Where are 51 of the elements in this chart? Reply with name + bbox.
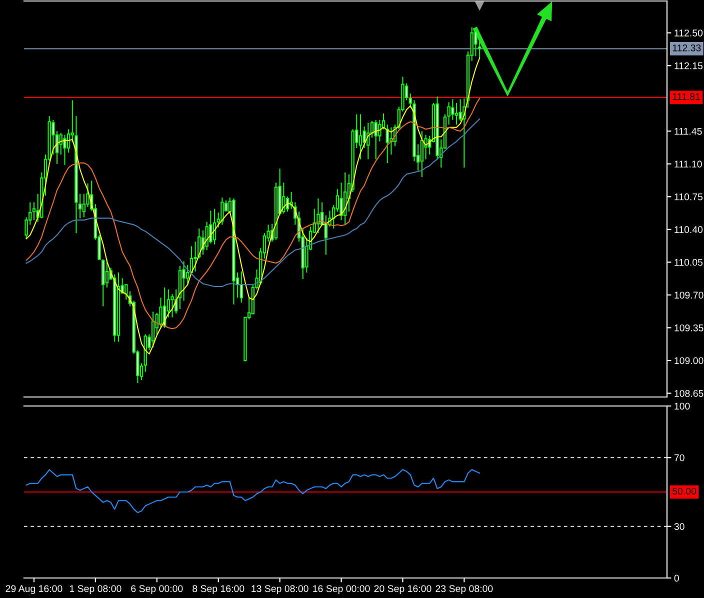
x-tick-label: 29 Aug 16:00: [6, 585, 62, 594]
line-series: [26, 98, 480, 330]
candlestick: [474, 30, 478, 57]
candlestick: [212, 208, 216, 245]
y-tick-label: 111.10: [674, 160, 702, 168]
candlestick: [316, 198, 320, 234]
line-series: [26, 118, 480, 288]
candlestick: [170, 294, 174, 318]
candlestick: [344, 172, 347, 226]
y-tick-label: 110.05: [674, 258, 703, 266]
candlestick: [366, 122, 370, 160]
candlestick: [144, 334, 147, 372]
candlestick: [420, 130, 424, 178]
x-tick-label: 20 Sep 16:00: [374, 585, 432, 594]
x-tick-label: 8 Sep 16:00: [192, 585, 244, 594]
candlestick: [451, 98, 454, 120]
y-tick-label: 110.75: [674, 193, 703, 200]
y-tick-label: 112.50: [674, 30, 703, 36]
line-series: [26, 58, 480, 354]
y-tick-label: 112.15: [674, 62, 703, 70]
ref-line-label: 111.81: [672, 93, 700, 100]
y-tick-label: 109.35: [674, 324, 704, 332]
candlestick: [374, 119, 378, 160]
x-tick-label: 23 Sep 08:00: [436, 585, 493, 594]
y-tick-label: 108.65: [674, 390, 704, 397]
y-tick-label: 30: [674, 523, 684, 530]
y-tick-label: 110.40: [674, 226, 703, 234]
x-tick-label: 13 Sep 08:00: [252, 585, 308, 594]
candlestick: [232, 198, 236, 305]
y-tick-label: 100: [674, 402, 690, 410]
y-tick-label: 109.00: [674, 357, 704, 364]
x-tick-label: 1 Sep 08:00: [70, 585, 122, 594]
x-tick-label: 16 Sep 00:00: [313, 585, 370, 594]
ref-line-label: 112.33: [672, 44, 701, 52]
candlestick: [240, 271, 243, 303]
y-tick-label: 70: [674, 454, 684, 462]
line-series: [26, 469, 480, 514]
candlestick: [462, 98, 466, 168]
candlestick: [358, 114, 362, 160]
candlestick: [151, 311, 155, 348]
y-tick-label: 0: [674, 574, 679, 582]
candlestick: [454, 102, 458, 126]
x-tick-label: 6 Sep 00:00: [131, 585, 183, 594]
candlestick: [386, 124, 389, 164]
y-tick-label: 111.45: [674, 128, 702, 135]
y-tick-label: 109.70: [674, 292, 704, 299]
candlestick: [116, 272, 120, 342]
ref-line-label: 50.00: [672, 488, 696, 495]
candlestick: [220, 197, 224, 226]
candlestick: [162, 286, 166, 328]
candlestick: [178, 265, 182, 310]
